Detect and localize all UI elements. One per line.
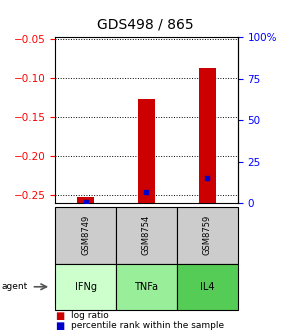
Text: IFNg: IFNg bbox=[75, 282, 97, 292]
Bar bbox=[138, 99, 155, 203]
Text: ■: ■ bbox=[55, 321, 64, 331]
Text: ■: ■ bbox=[55, 311, 64, 321]
Text: agent: agent bbox=[1, 282, 28, 291]
Text: IL4: IL4 bbox=[200, 282, 215, 292]
Bar bbox=[77, 197, 94, 203]
Text: GDS498 / 865: GDS498 / 865 bbox=[97, 18, 193, 32]
Text: log ratio: log ratio bbox=[71, 311, 109, 320]
Text: GSM8754: GSM8754 bbox=[142, 215, 151, 255]
Text: percentile rank within the sample: percentile rank within the sample bbox=[71, 322, 224, 330]
Text: GSM8759: GSM8759 bbox=[203, 215, 212, 255]
Text: GSM8749: GSM8749 bbox=[81, 215, 90, 255]
Bar bbox=[199, 68, 216, 203]
Text: TNFa: TNFa bbox=[135, 282, 158, 292]
